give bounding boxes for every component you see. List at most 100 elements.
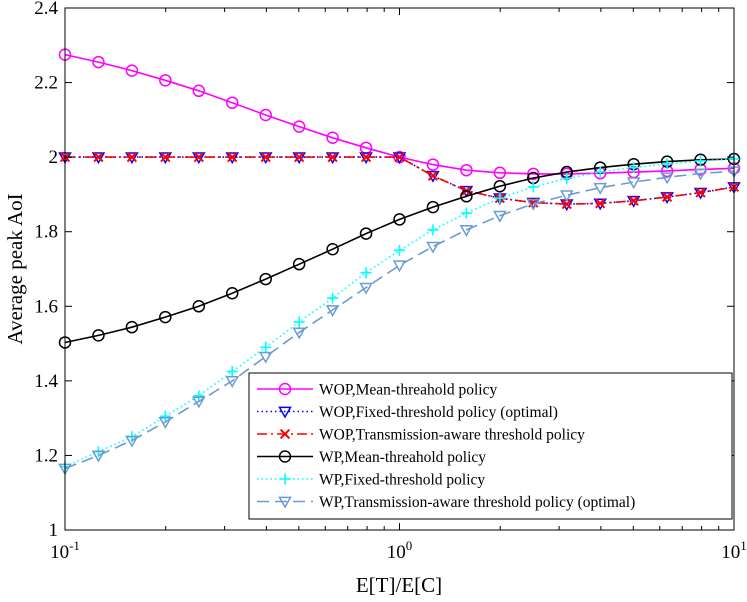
legend-swatch-marker: [278, 496, 292, 509]
series-1-point: [493, 166, 507, 180]
series-4-point: [393, 213, 406, 226]
legend-swatch-marker: [279, 473, 291, 485]
series-3-point: [193, 152, 204, 163]
series-1-point: [92, 55, 105, 69]
series-5-point: [460, 207, 472, 219]
legend-label: WOP,Fixed-threshold policy (optimal): [319, 404, 558, 421]
series-5-line: [64, 158, 735, 468]
legend-item-2: WOP,Fixed-threshold policy (optimal): [257, 404, 558, 421]
series-6-point: [693, 168, 708, 181]
series-3-point: [294, 152, 305, 163]
series-4-point: [192, 300, 206, 313]
series-5-point: [527, 181, 539, 193]
series-4-point: [225, 286, 239, 300]
series-3-point: [427, 170, 439, 181]
series-1-point: [192, 84, 206, 98]
series-5-point: [226, 366, 238, 378]
legend-item-3: WOP,Transmission-aware threshold policy: [257, 427, 585, 444]
series-1-point: [426, 158, 440, 171]
legend-swatch-marker: [278, 450, 292, 463]
series-4-point: [426, 200, 440, 214]
series-4-point: [493, 179, 507, 193]
legend-label: WOP,Transmission-aware threshold policy: [319, 427, 585, 444]
series-3-point: [394, 152, 405, 163]
series-5-point: [360, 267, 372, 279]
axes-layer: 1 1.2 1.4 1.6 1.8 2 2.2 2.4 10-1 100 101: [34, 0, 747, 563]
y-tick-label: 1.8: [34, 222, 58, 243]
series-6-point: [91, 450, 106, 463]
series-1-point: [292, 120, 306, 133]
series-6-point: [626, 177, 641, 190]
series-6-point: [192, 396, 206, 409]
series-3-point: [260, 152, 271, 163]
legend-item-5: WP,Fixed-threshold policy: [257, 472, 485, 489]
series-3: [59, 152, 740, 210]
series-4-point: [359, 227, 373, 240]
series-6-point: [559, 190, 574, 203]
legend-item-4: WP,Mean-threahold policy: [257, 449, 486, 466]
series-4-point: [259, 272, 272, 286]
series-5-point: [661, 158, 673, 170]
series-4-line: [64, 158, 735, 344]
x-tick-label: 100: [387, 538, 413, 563]
series-3-point: [695, 187, 706, 198]
series-6-point: [325, 305, 340, 318]
series-5-point: [159, 410, 171, 422]
series-3-point: [595, 198, 606, 209]
series-6-point: [225, 375, 240, 388]
series-1-point: [225, 96, 239, 109]
series-5: [59, 153, 740, 473]
legend-swatch-marker: [278, 382, 292, 396]
series-6: [58, 166, 741, 476]
series-1-point: [259, 108, 272, 122]
series-1-point: [527, 167, 540, 181]
series-6-point: [459, 224, 474, 237]
legend-item-6: WP,Transmission-aware threshold policy (…: [257, 494, 635, 511]
series-3-point: [628, 195, 639, 206]
series-4-point: [326, 242, 339, 256]
series-6-point: [526, 198, 541, 211]
series-layer: [58, 48, 741, 476]
series-2-point: [91, 152, 106, 165]
series-6-point: [258, 351, 273, 364]
series-3-point: [160, 152, 171, 163]
series-6-point: [593, 182, 607, 195]
y-tick-label: 1.6: [34, 296, 58, 317]
x-tick-label: 101: [721, 538, 747, 563]
series-5-point: [494, 192, 506, 204]
series-1-point: [125, 64, 139, 77]
series-3-point: [661, 191, 673, 203]
series-3-point: [327, 152, 338, 163]
series-5-point: [427, 224, 439, 236]
series-5-point: [193, 390, 205, 402]
series-5-point: [394, 244, 405, 256]
series-4-point: [92, 329, 105, 342]
series-6-point: [158, 416, 173, 429]
y-tick-label: 1.4: [34, 371, 58, 392]
series-3-point: [227, 152, 238, 163]
legend-label: WOP,Mean-threahold policy: [319, 382, 497, 399]
x-tick-label: 10-1: [50, 538, 80, 563]
legend: WOP,Mean-threahold policy WOP,Fixed-thres…: [248, 372, 733, 520]
series-6-point: [292, 327, 306, 340]
legend-box: [248, 372, 733, 520]
series-1-point: [460, 163, 473, 177]
series-6-point: [426, 241, 440, 254]
series-5-point: [293, 316, 305, 328]
series-6-point: [359, 282, 373, 295]
x-axis-label: E[T]/E[C]: [356, 573, 442, 597]
y-tick-label: 2: [49, 147, 59, 168]
series-6-point: [493, 210, 507, 223]
series-4-point: [125, 320, 139, 334]
y-axis-label: Average peak AoI: [3, 193, 27, 344]
series-3-point: [360, 152, 372, 163]
y-tick-label: 1: [49, 520, 59, 541]
series-5-point: [695, 155, 707, 167]
legend-label: WP,Mean-threahold policy: [319, 449, 486, 466]
series-5-point: [260, 341, 272, 353]
series-5-point: [327, 292, 339, 304]
series-2-point: [292, 152, 306, 165]
legend-swatch-marker: [279, 428, 291, 440]
series-3-point: [561, 199, 572, 210]
